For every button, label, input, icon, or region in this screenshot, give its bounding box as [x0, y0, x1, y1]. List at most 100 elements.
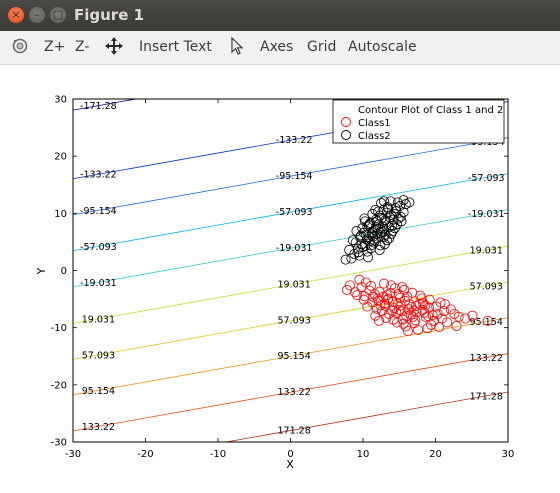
class1-point: [372, 293, 383, 304]
move-icon[interactable]: [104, 36, 124, 60]
contour-line: [73, 137, 508, 216]
contour-label: 19.031: [470, 246, 503, 257]
y-tick-label: 20: [54, 152, 67, 163]
legend-entry-class1: Class1: [358, 118, 391, 129]
class2-point: [398, 195, 409, 206]
class2-point: [362, 221, 373, 232]
zoom-in-button[interactable]: Z+: [44, 39, 66, 55]
maximize-window-button[interactable]: □: [50, 7, 66, 23]
contour-label: -95.154: [80, 206, 117, 217]
class1-point: [415, 290, 426, 301]
class1-point: [371, 303, 382, 314]
class2-point: [384, 233, 395, 244]
class1-point: [401, 311, 412, 322]
class1-point: [422, 323, 433, 334]
class1-point: [410, 315, 421, 326]
x-tick-label: 30: [502, 449, 515, 460]
contour-label: 19.031: [82, 314, 115, 325]
x-tick-label: -10: [210, 449, 226, 460]
class1-point: [413, 324, 424, 335]
contour-label: -171.28: [80, 101, 117, 112]
insert-text-button[interactable]: Insert Text: [139, 39, 212, 55]
class2-point: [378, 224, 389, 235]
x-axis-label: X: [286, 458, 294, 471]
y-tick-label: 0: [61, 266, 67, 277]
axis-ticks: -30 -20 -10 0 10 20 30 -30 -20 -10 0 10 20 30: [51, 95, 515, 461]
x-tick-label: 0: [287, 449, 293, 460]
contour-label: 19.031: [278, 280, 311, 291]
class1-point: [360, 277, 371, 288]
class1-point: [451, 320, 462, 331]
y-axis-label: Y: [35, 267, 48, 275]
class2-point: [353, 247, 364, 258]
class2-point: [344, 244, 355, 255]
class1-point: [408, 305, 419, 316]
class1-point: [439, 306, 450, 317]
y-tick-label: 30: [54, 95, 67, 106]
class1-point: [482, 315, 493, 326]
class1-point: [379, 298, 390, 309]
class2-point: [374, 244, 385, 255]
class1-point: [397, 282, 408, 293]
contour-label: 133.22: [278, 387, 311, 398]
class2-point: [350, 237, 361, 248]
class1-point: [402, 326, 413, 337]
class2-point: [390, 203, 401, 214]
rotate-icon[interactable]: [10, 36, 30, 60]
class1-point: [423, 311, 434, 322]
class2-point: [383, 203, 394, 214]
class1-point: [359, 291, 370, 302]
class1-point: [419, 307, 430, 318]
class1-point: [379, 278, 390, 289]
contour-label: 95.154: [82, 386, 115, 397]
window-titlebar: × – □ Figure 1: [0, 0, 560, 31]
pointer-icon[interactable]: [229, 36, 245, 60]
autoscale-button[interactable]: Autoscale: [348, 39, 417, 55]
class1-point: [342, 284, 353, 295]
contour-line: [223, 391, 508, 442]
close-window-button[interactable]: ×: [8, 7, 24, 23]
chart-legend: Contour Plot of Class 1 and 2 Class1 Cla…: [332, 99, 505, 144]
class1-point: [368, 291, 379, 302]
class2-point: [404, 197, 415, 208]
contour-scatter-chart: -171.28-133.22-133.22-133.22-95.154-95.1…: [35, 95, 515, 472]
class2-point: [370, 204, 381, 215]
contour-label: 57.093: [278, 316, 311, 327]
contour-label: 57.093: [82, 350, 115, 361]
minimize-window-button[interactable]: –: [29, 7, 45, 23]
class1-point: [467, 310, 478, 321]
y-tick-label: -30: [51, 438, 67, 449]
class1-point: [420, 300, 431, 311]
grid-button[interactable]: Grid: [307, 39, 337, 55]
contour-label: 57.093: [470, 282, 503, 293]
axes-button[interactable]: Axes: [260, 39, 294, 55]
class2-point: [395, 211, 406, 222]
contour-label: -19.031: [276, 243, 313, 254]
class1-point: [386, 305, 397, 316]
contour-labels: -171.28-133.22-133.22-133.22-95.154-95.1…: [80, 101, 505, 436]
class1-point: [394, 292, 405, 303]
x-tick-label: -20: [137, 449, 153, 460]
class1-point: [373, 315, 384, 326]
contour-label: -57.093: [468, 173, 505, 184]
x-tick-label: 10: [357, 449, 370, 460]
contour-label: 171.28: [470, 391, 503, 402]
class2-point: [340, 254, 351, 265]
contour-label: -57.093: [80, 242, 117, 253]
class1-point: [434, 322, 445, 333]
class2-point: [386, 220, 397, 231]
y-tick-label: -10: [51, 323, 67, 334]
class2-point: [389, 208, 400, 219]
legend-box: [332, 99, 505, 144]
legend-marker-class2: [341, 130, 351, 140]
x-tick-label: 20: [429, 449, 442, 460]
plot-canvas[interactable]: -171.28-133.22-133.22-133.22-95.154-95.1…: [0, 65, 560, 489]
zoom-out-button[interactable]: Z-: [75, 39, 90, 55]
class1-point: [350, 287, 361, 298]
class2-point: [385, 196, 396, 207]
class2-point: [363, 252, 374, 263]
legend-marker-class1: [341, 117, 351, 127]
contour-label: -133.22: [80, 170, 117, 181]
class1-point: [358, 294, 369, 305]
contour-label: 171.28: [278, 425, 311, 436]
